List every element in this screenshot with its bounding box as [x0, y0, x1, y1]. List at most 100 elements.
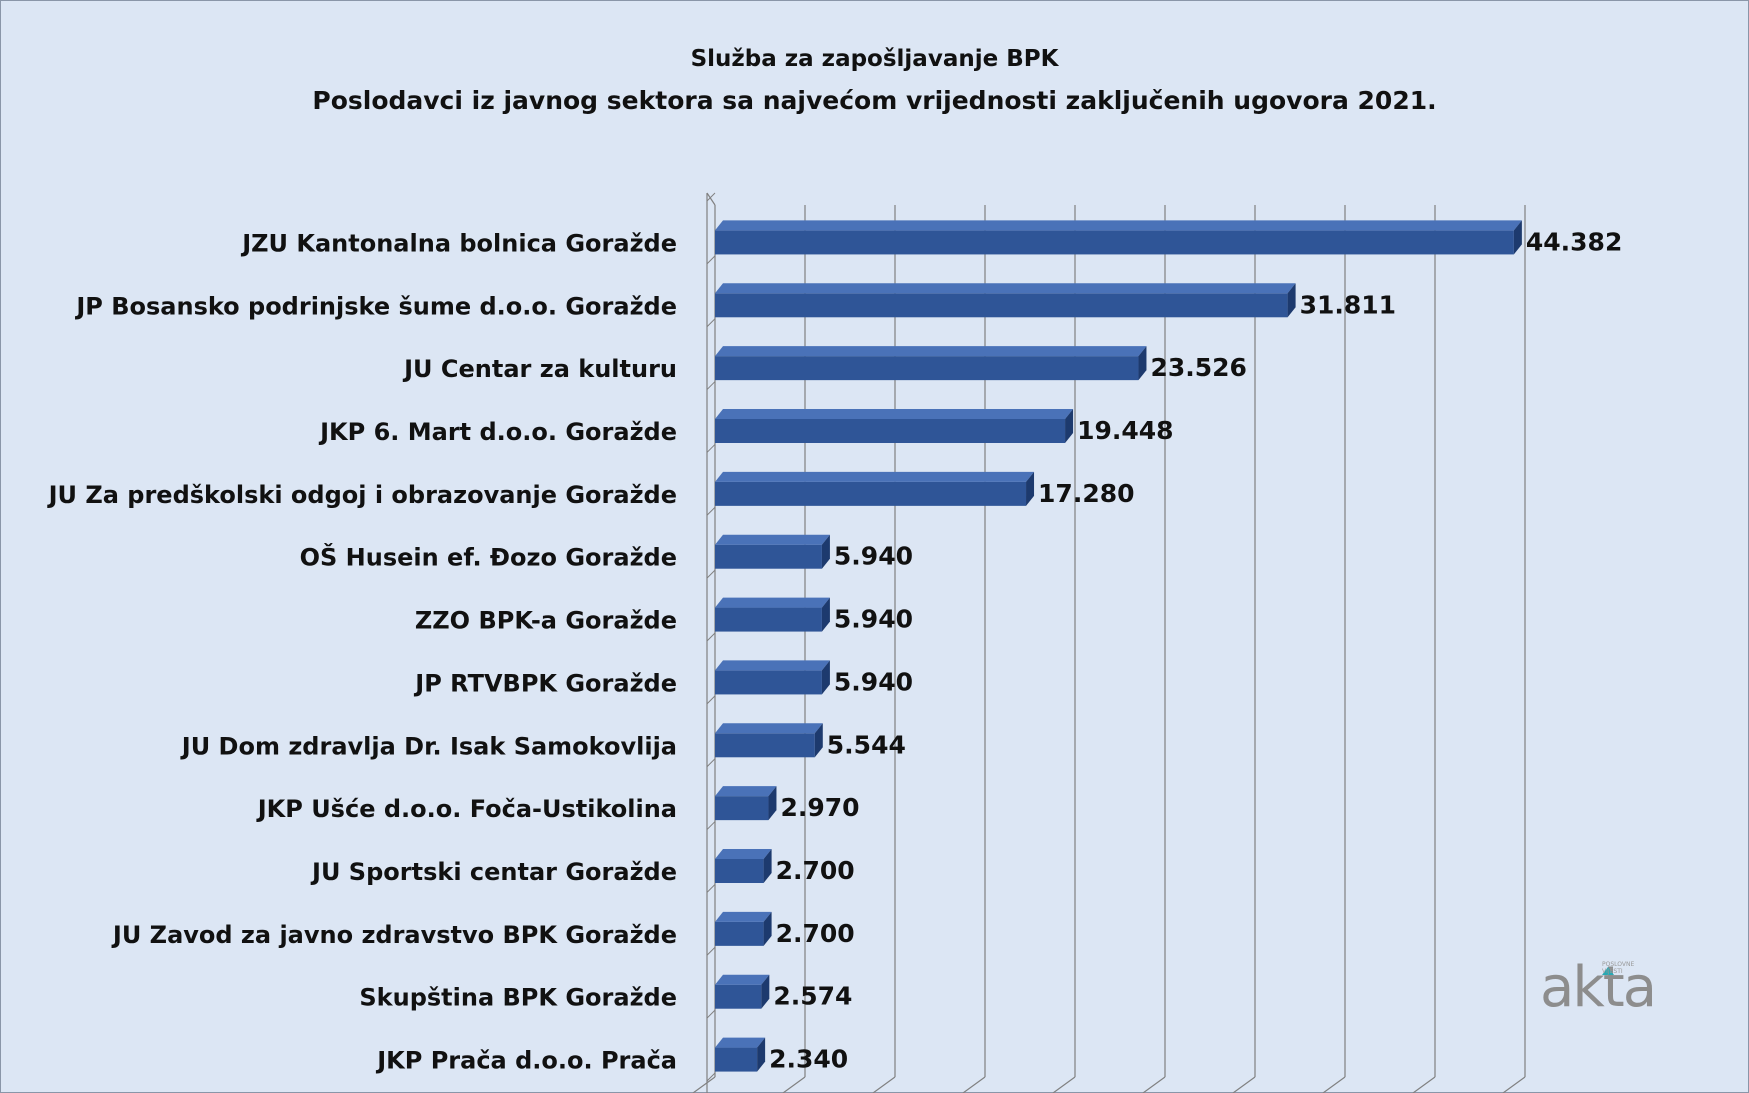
value-label: 2.700: [776, 919, 855, 948]
value-label: 2.970: [780, 793, 859, 822]
category-tick: [706, 506, 716, 516]
category-label: ZZO BPK-a Goražde: [415, 607, 677, 635]
value-label: 31.811: [1300, 290, 1396, 319]
category-tick: [706, 695, 716, 705]
category-label: OŠ Husein ef. Đozo Goražde: [300, 542, 677, 572]
bar: [715, 859, 764, 883]
bar-side: [1026, 471, 1035, 506]
bar-top: [715, 220, 1522, 231]
category-label: JU Sportski centar Goražde: [310, 858, 677, 886]
bar: [715, 984, 762, 1009]
category-label: JU Zavod za javno zdravstvo BPK Goražde: [111, 921, 677, 949]
bar-side: [1138, 346, 1147, 381]
category-tick: [706, 632, 716, 642]
gridline-floor: [872, 1076, 896, 1093]
value-label: 17.280: [1038, 479, 1134, 508]
gridline-floor: [1142, 1076, 1166, 1093]
bar: [715, 1047, 758, 1072]
bar: [715, 921, 764, 946]
value-label: 2.340: [769, 1045, 848, 1074]
akta-logo: akta: [1540, 955, 1657, 1020]
category-label: JP Bosansko podrinjske šume d.o.o. Goraž…: [74, 292, 677, 320]
bar-side: [757, 1037, 766, 1072]
bar: [715, 230, 1514, 255]
value-label: 5.940: [834, 605, 913, 634]
value-label: 23.526: [1150, 353, 1246, 382]
category-tick: [706, 1072, 716, 1082]
gridline-floor: [692, 1076, 716, 1093]
category-tick: [706, 318, 716, 328]
value-labels: 44.382 31.811 23.526 19.448 17.280 5.940 5.940…: [769, 227, 1622, 1073]
bar: [715, 733, 815, 758]
axis-wall-top: [706, 192, 716, 206]
bar-top: [715, 660, 830, 671]
gridline-floor: [1052, 1076, 1076, 1093]
bar-top: [715, 849, 772, 859]
chart-subtitle: Poslodavci iz javnog sektora sa najvećom…: [312, 86, 1437, 115]
category-label: JKP Prača d.o.o. Prača: [375, 1047, 677, 1075]
bar-side: [763, 911, 772, 946]
bar: [715, 481, 1027, 506]
category-tick: [706, 381, 716, 390]
category-labels: JZU Kantonalna bolnica Goražde JP Bosansk…: [47, 229, 677, 1074]
bar: [715, 544, 822, 569]
bar-side: [768, 786, 777, 821]
bar-top: [715, 911, 772, 922]
category-label: JU Dom zdravlja Dr. Isak Samokovlija: [180, 732, 677, 760]
category-label: JZU Kantonalna bolnica Goražde: [240, 229, 677, 257]
bar: [715, 356, 1139, 381]
gridlines: [692, 192, 1526, 1093]
value-label: 2.700: [776, 856, 855, 885]
value-label: 5.940: [834, 542, 913, 571]
bar-side: [814, 723, 823, 758]
bar-top: [715, 974, 770, 985]
category-tick: [706, 946, 716, 956]
value-label: 44.382: [1526, 227, 1622, 256]
bar: [715, 796, 769, 821]
gridline-floor: [782, 1076, 806, 1093]
logo-tagline-line1: POSLOVNE: [1602, 961, 1635, 968]
bar-top: [715, 1037, 766, 1048]
bar-side: [821, 534, 830, 569]
bar-side: [1065, 409, 1074, 443]
value-label: 2.574: [773, 982, 852, 1011]
category-label: Skupština BPK Goražde: [359, 984, 677, 1012]
gridline-floor: [1412, 1076, 1436, 1093]
bar: [715, 607, 822, 632]
bar-top: [715, 723, 823, 734]
bar-top: [715, 534, 830, 545]
category-label: JP RTVBPK Goražde: [413, 669, 677, 697]
bar-side: [821, 597, 830, 632]
category-label: JU Centar za kulturu: [402, 355, 677, 383]
category-tick: [706, 821, 716, 830]
value-label: 19.448: [1077, 416, 1173, 445]
bar: [715, 670, 822, 695]
bar-top: [715, 283, 1296, 294]
category-label: JKP Ušće d.o.o. Foča-Ustikolina: [256, 795, 677, 823]
bar-top: [715, 346, 1147, 357]
bar: [715, 293, 1288, 318]
bar-top: [715, 786, 777, 797]
gridline-floor: [1232, 1076, 1256, 1093]
bar-side: [821, 660, 830, 695]
category-tick: [706, 192, 716, 202]
bar: [715, 419, 1066, 443]
bar-side: [763, 849, 772, 883]
value-label: 5.544: [827, 730, 906, 759]
category-tick: [706, 884, 716, 893]
logo-tagline: POSLOVNE VIJESTI: [1602, 961, 1634, 975]
category-tick: [706, 758, 716, 768]
category-tick: [706, 569, 716, 579]
category-tick: [706, 255, 716, 265]
category-label: JKP 6. Mart d.o.o. Goražde: [318, 418, 677, 446]
category-tick: [706, 1009, 716, 1019]
category-tick: [706, 444, 716, 453]
logo-mark-icon: [1602, 967, 1614, 975]
gridline-floor: [1322, 1076, 1346, 1093]
bar-top: [715, 409, 1074, 419]
value-label: 5.940: [834, 667, 913, 696]
logo-tagline-line2: VIJESTI: [1602, 968, 1623, 975]
chart-title: Služba za zapošljavanje BPK: [690, 46, 1059, 72]
